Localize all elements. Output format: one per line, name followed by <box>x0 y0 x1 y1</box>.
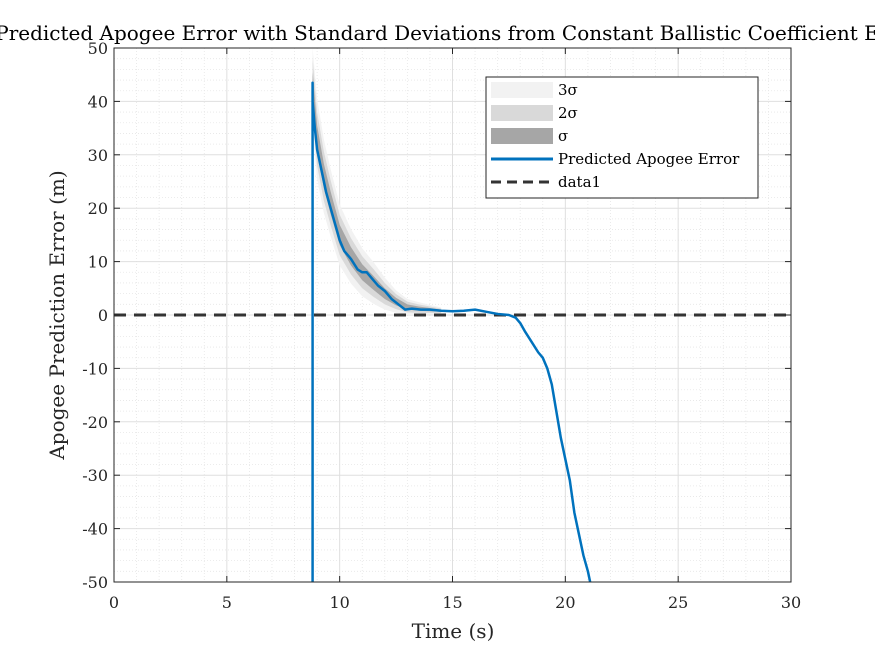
x-tick-label: 30 <box>781 593 801 612</box>
x-tick-label: 25 <box>668 593 688 612</box>
chart-title: Predicted Apogee Error with Standard Dev… <box>0 21 875 45</box>
y-tick-label: 0 <box>98 306 108 325</box>
x-tick-label: 5 <box>222 593 232 612</box>
legend: 3σ 2σ σ Predicted Apogee Error data1 <box>485 76 759 199</box>
x-tick-label: 15 <box>442 593 462 612</box>
y-axis-label: Apogee Prediction Error (m) <box>45 170 69 460</box>
y-tick-label: -30 <box>82 466 108 485</box>
y-tick-label: 10 <box>88 253 108 272</box>
legend-entry: Predicted Apogee Error <box>558 150 740 168</box>
y-tick-label: -10 <box>82 359 108 378</box>
legend-swatch <box>491 82 553 98</box>
y-tick-label: -40 <box>82 520 108 539</box>
x-tick-label: 0 <box>109 593 119 612</box>
legend-entry: σ <box>558 127 568 145</box>
sigma-bands <box>312 48 442 315</box>
band-2-sigma <box>312 58 442 313</box>
legend-entry: 3σ <box>558 81 578 99</box>
y-tick-label: -20 <box>82 413 108 432</box>
series-predicted-apogee-error-line <box>311 81 592 583</box>
y-tick-label: 30 <box>88 146 108 165</box>
y-tick-label: 20 <box>88 199 108 218</box>
x-tick-label: 10 <box>329 593 349 612</box>
legend-entry: 2σ <box>558 104 578 122</box>
y-tick-label: -50 <box>82 573 108 592</box>
x-axis-label: Time (s) <box>412 619 495 643</box>
grid-lines <box>113 47 792 583</box>
y-tick-label: 40 <box>88 92 108 111</box>
x-tick-label: 20 <box>555 593 575 612</box>
axis-ticks: 0 5 10 15 20 25 30 -50 -40 -30 -20 -10 0 10 20 30 40 50 <box>82 39 801 612</box>
legend-entry: data1 <box>558 173 601 191</box>
y-tick-label: 50 <box>88 39 108 58</box>
series-lines <box>114 81 791 583</box>
legend-swatch <box>491 105 553 121</box>
legend-swatch <box>491 128 553 144</box>
